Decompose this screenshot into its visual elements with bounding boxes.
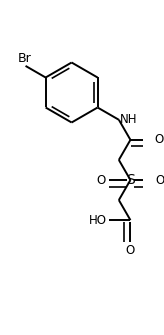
- Text: O: O: [96, 174, 105, 187]
- Text: HO: HO: [89, 214, 107, 227]
- Text: S: S: [126, 173, 135, 187]
- Text: O: O: [155, 174, 164, 187]
- Text: Br: Br: [17, 52, 31, 65]
- Text: NH: NH: [120, 113, 137, 126]
- Text: O: O: [155, 133, 164, 146]
- Text: O: O: [126, 245, 135, 257]
